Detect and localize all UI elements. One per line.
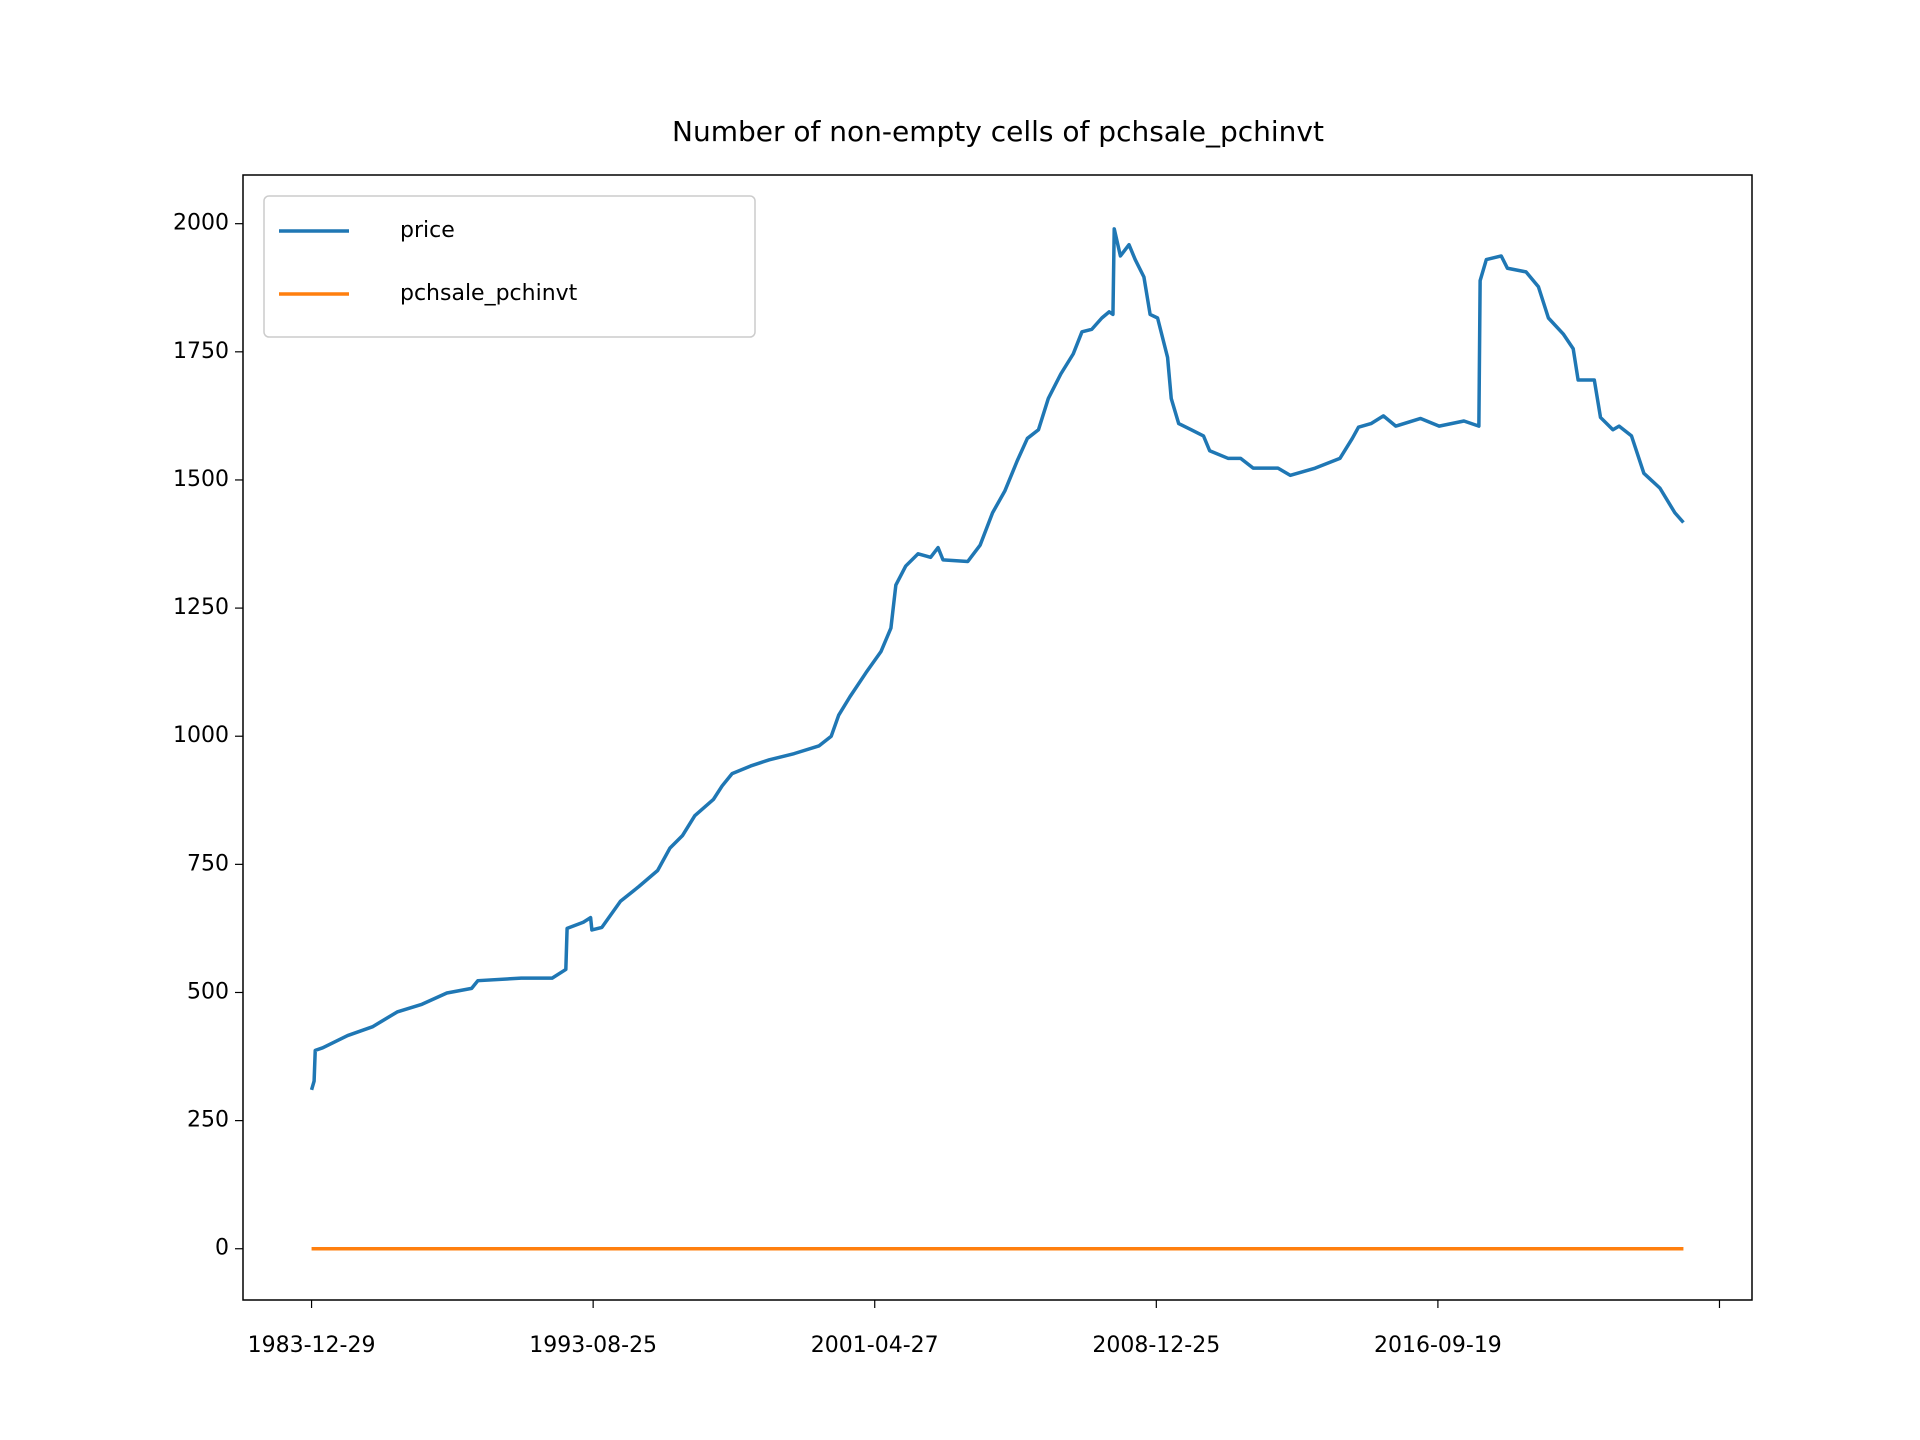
legend-box	[263, 195, 756, 338]
x-tick-label: 1983-12-29	[248, 1333, 376, 1358]
axes-frame	[242, 174, 1753, 1301]
x-tick-label: 1993-08-25	[529, 1333, 657, 1358]
y-tick-label: 1000	[173, 723, 229, 748]
legend-label: pchsale_pchinvt	[400, 281, 578, 306]
chart-title: Number of non-empty cells of pchsale_pch…	[672, 115, 1324, 148]
y-tick-label: 0	[215, 1236, 229, 1261]
y-tick-label: 500	[187, 979, 229, 1004]
y-tick-label: 1500	[173, 467, 229, 492]
y-tick-label: 2000	[173, 211, 229, 236]
y-tick-label: 1750	[173, 339, 229, 364]
y-tick-label: 250	[187, 1108, 229, 1133]
y-tick-label: 1250	[173, 595, 229, 620]
x-tick-label: 2008-12-25	[1092, 1333, 1220, 1358]
series-line	[309, 227, 1685, 1091]
x-tick-label: 2016-09-19	[1374, 1333, 1502, 1358]
y-tick-label: 750	[187, 851, 229, 876]
x-tick-label: 2001-04-27	[811, 1333, 939, 1358]
legend-label: price	[400, 218, 455, 243]
